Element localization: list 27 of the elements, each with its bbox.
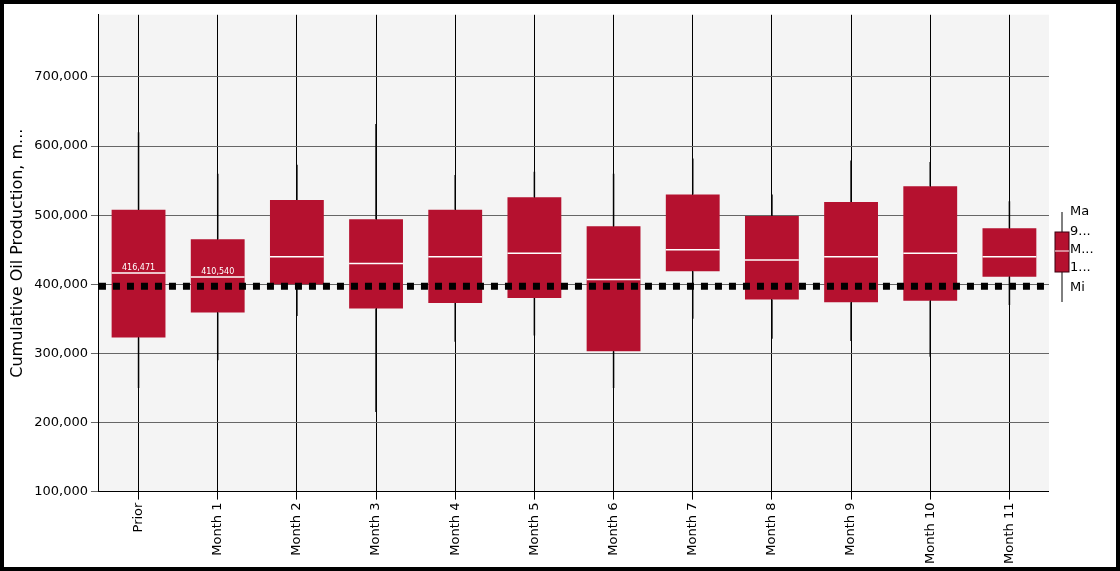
y-tick-label: 400,000 (34, 275, 88, 291)
x-tick-label: Month 2 (288, 502, 304, 556)
y-axis-title: Cumulative Oil Production, m... (6, 128, 26, 378)
x-tick-label: Month 7 (684, 502, 700, 556)
text: 9... (1070, 223, 1091, 238)
x-tick-label: Month 8 (763, 502, 779, 556)
x-tick-label: Month 9 (842, 502, 858, 556)
text: Mi (1070, 279, 1085, 294)
y-tick-label: 600,000 (34, 137, 88, 153)
y-tick-label: 200,000 (34, 413, 88, 429)
x-tick-label: Prior (129, 501, 145, 533)
y-tick-label: 500,000 (34, 206, 88, 222)
x-tick-label: Month 4 (446, 502, 462, 556)
x-tick-label: Month 10 (921, 502, 937, 564)
x-tick-label: Month 11 (1000, 502, 1016, 564)
x-tick-label: Month 1 (209, 502, 225, 556)
x-tick-label: Month 5 (525, 502, 541, 556)
y-tick-label: 300,000 (34, 344, 88, 360)
text: Ma (1070, 203, 1090, 218)
x-tick-label: Month 3 (367, 502, 383, 556)
y-tick-label: 100,000 (34, 482, 88, 498)
text: 1... (1070, 259, 1091, 274)
annotation: 410,540 (201, 267, 235, 277)
y-tick-label: 700,000 (34, 68, 88, 84)
text: M... (1070, 241, 1094, 256)
annotation: 416,471 (122, 262, 156, 272)
x-tick-label: Month 6 (604, 502, 620, 556)
